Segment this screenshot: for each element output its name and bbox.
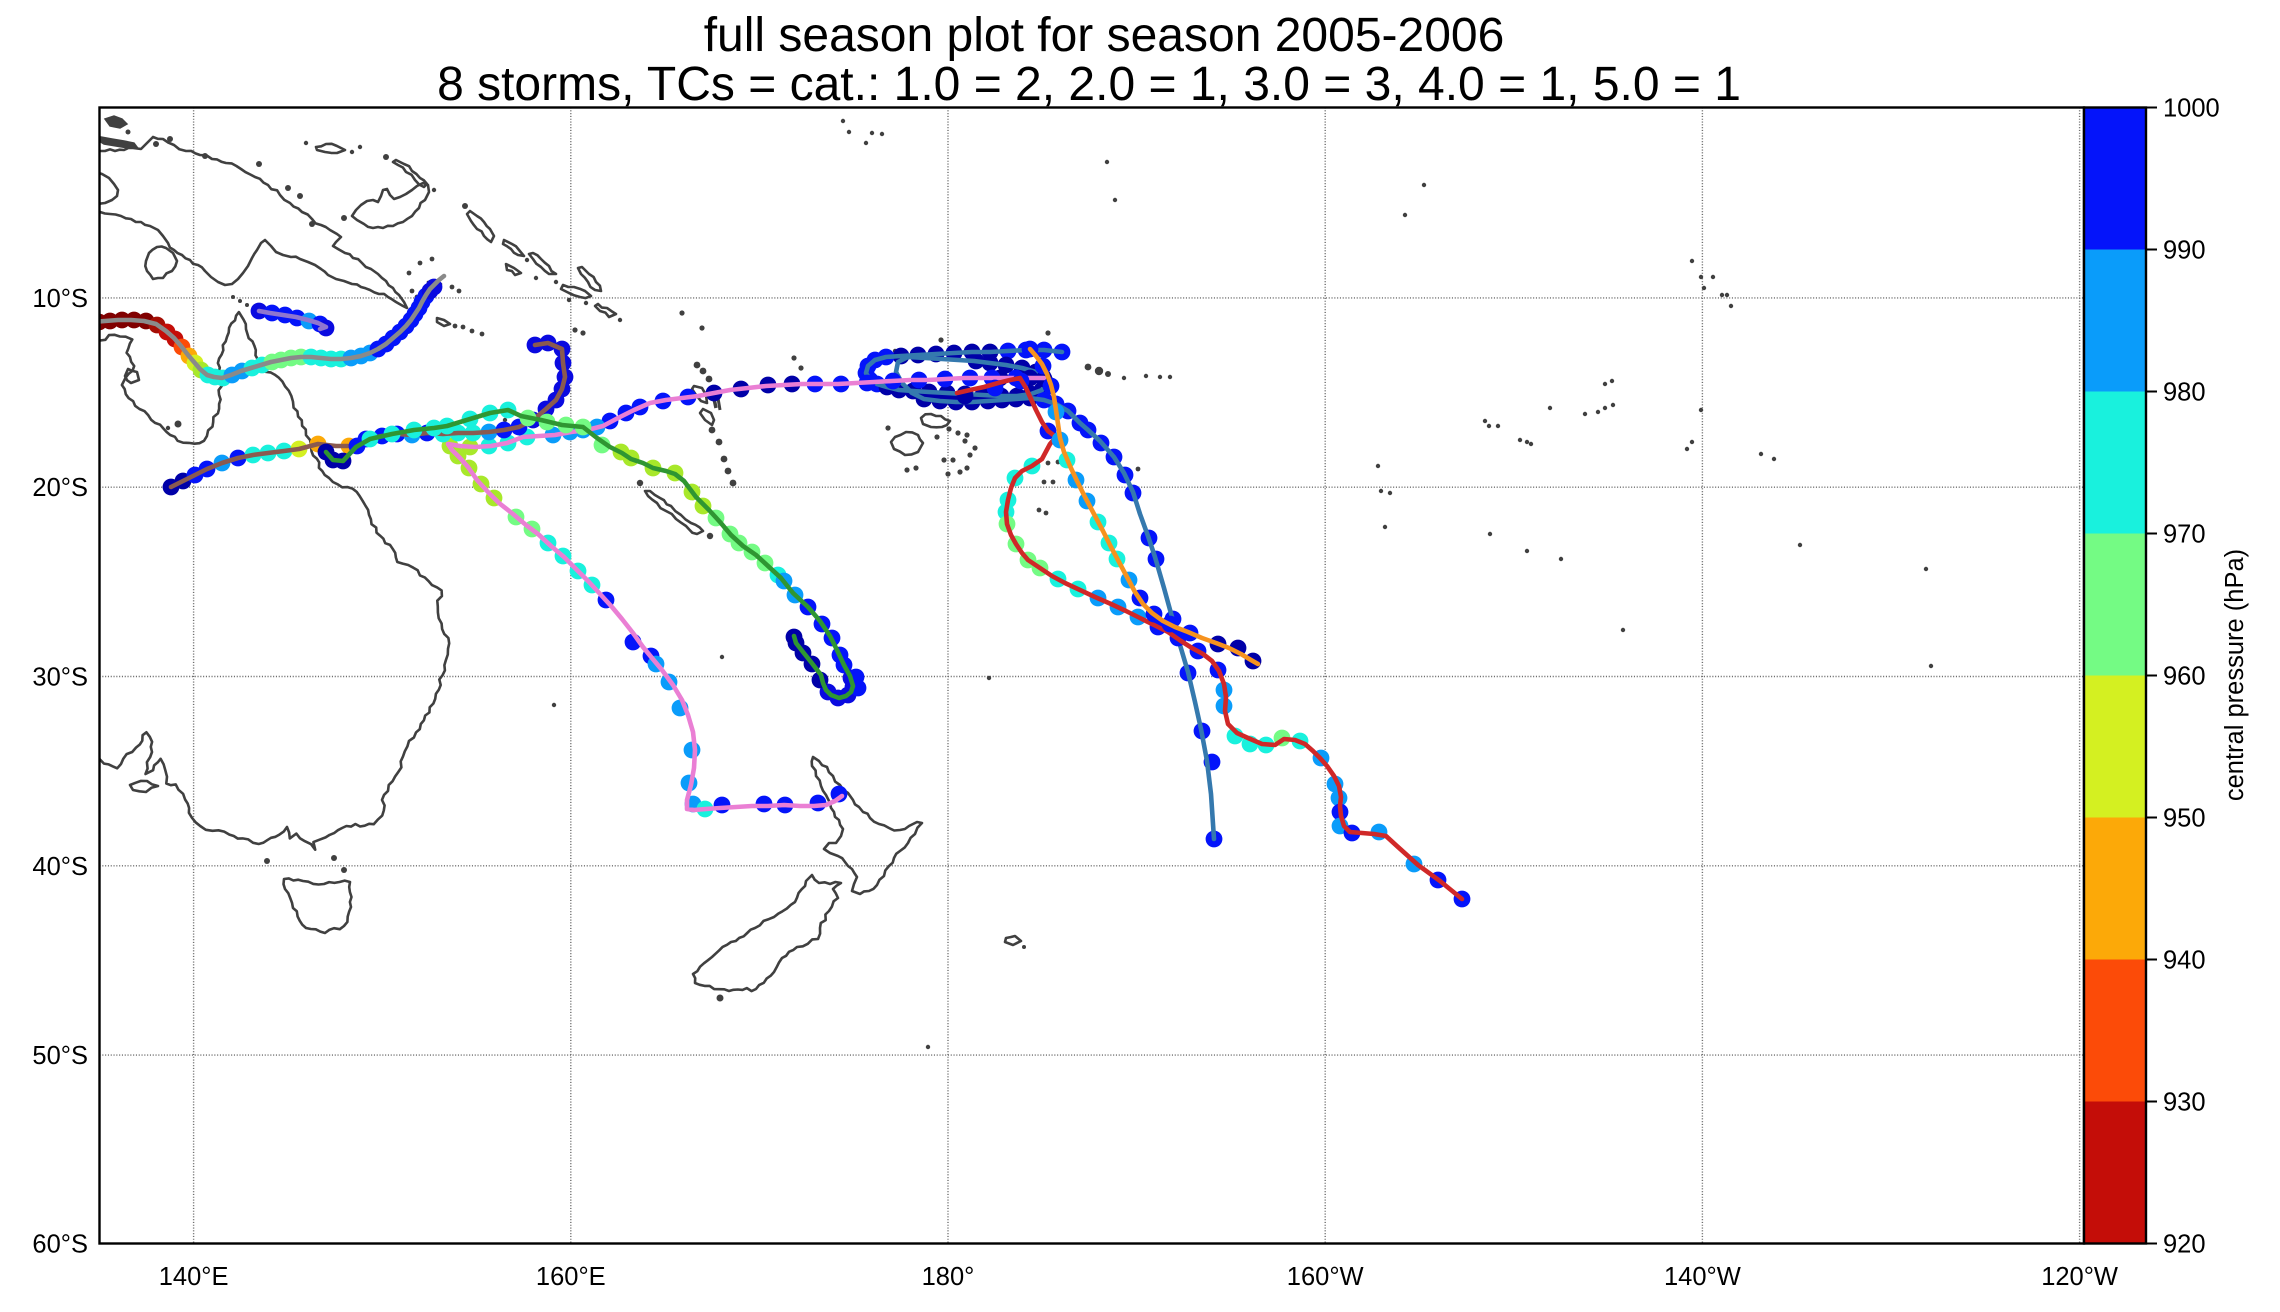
svg-text:8 storms, TCs = cat.: 1.0 = 2,: 8 storms, TCs = cat.: 1.0 = 2, 2.0 = 1, … — [437, 58, 1741, 111]
svg-text:180°: 180° — [922, 1263, 975, 1291]
svg-text:full season plot for season 20: full season plot for season 2005-2006 — [704, 9, 1505, 62]
svg-text:970: 970 — [2163, 521, 2206, 549]
svg-text:10°S: 10°S — [32, 285, 88, 313]
svg-text:980: 980 — [2163, 379, 2206, 407]
svg-text:960: 960 — [2163, 663, 2206, 691]
svg-text:1000: 1000 — [2163, 95, 2220, 123]
svg-text:990: 990 — [2163, 237, 2206, 265]
svg-text:120°W: 120°W — [2041, 1263, 2118, 1291]
svg-text:160°W: 160°W — [1287, 1263, 1364, 1291]
svg-text:30°S: 30°S — [32, 664, 88, 692]
svg-text:central pressure (hPa): central pressure (hPa) — [2221, 549, 2249, 801]
svg-text:140°E: 140°E — [159, 1263, 229, 1291]
svg-text:930: 930 — [2163, 1089, 2206, 1117]
svg-text:950: 950 — [2163, 805, 2206, 833]
svg-text:60°S: 60°S — [32, 1231, 88, 1259]
svg-text:50°S: 50°S — [32, 1042, 88, 1070]
svg-text:40°S: 40°S — [32, 853, 88, 881]
svg-text:940: 940 — [2163, 947, 2206, 975]
svg-text:20°S: 20°S — [32, 474, 88, 502]
svg-text:160°E: 160°E — [536, 1263, 606, 1291]
svg-text:920: 920 — [2163, 1231, 2206, 1259]
svg-text:140°W: 140°W — [1664, 1263, 1741, 1291]
